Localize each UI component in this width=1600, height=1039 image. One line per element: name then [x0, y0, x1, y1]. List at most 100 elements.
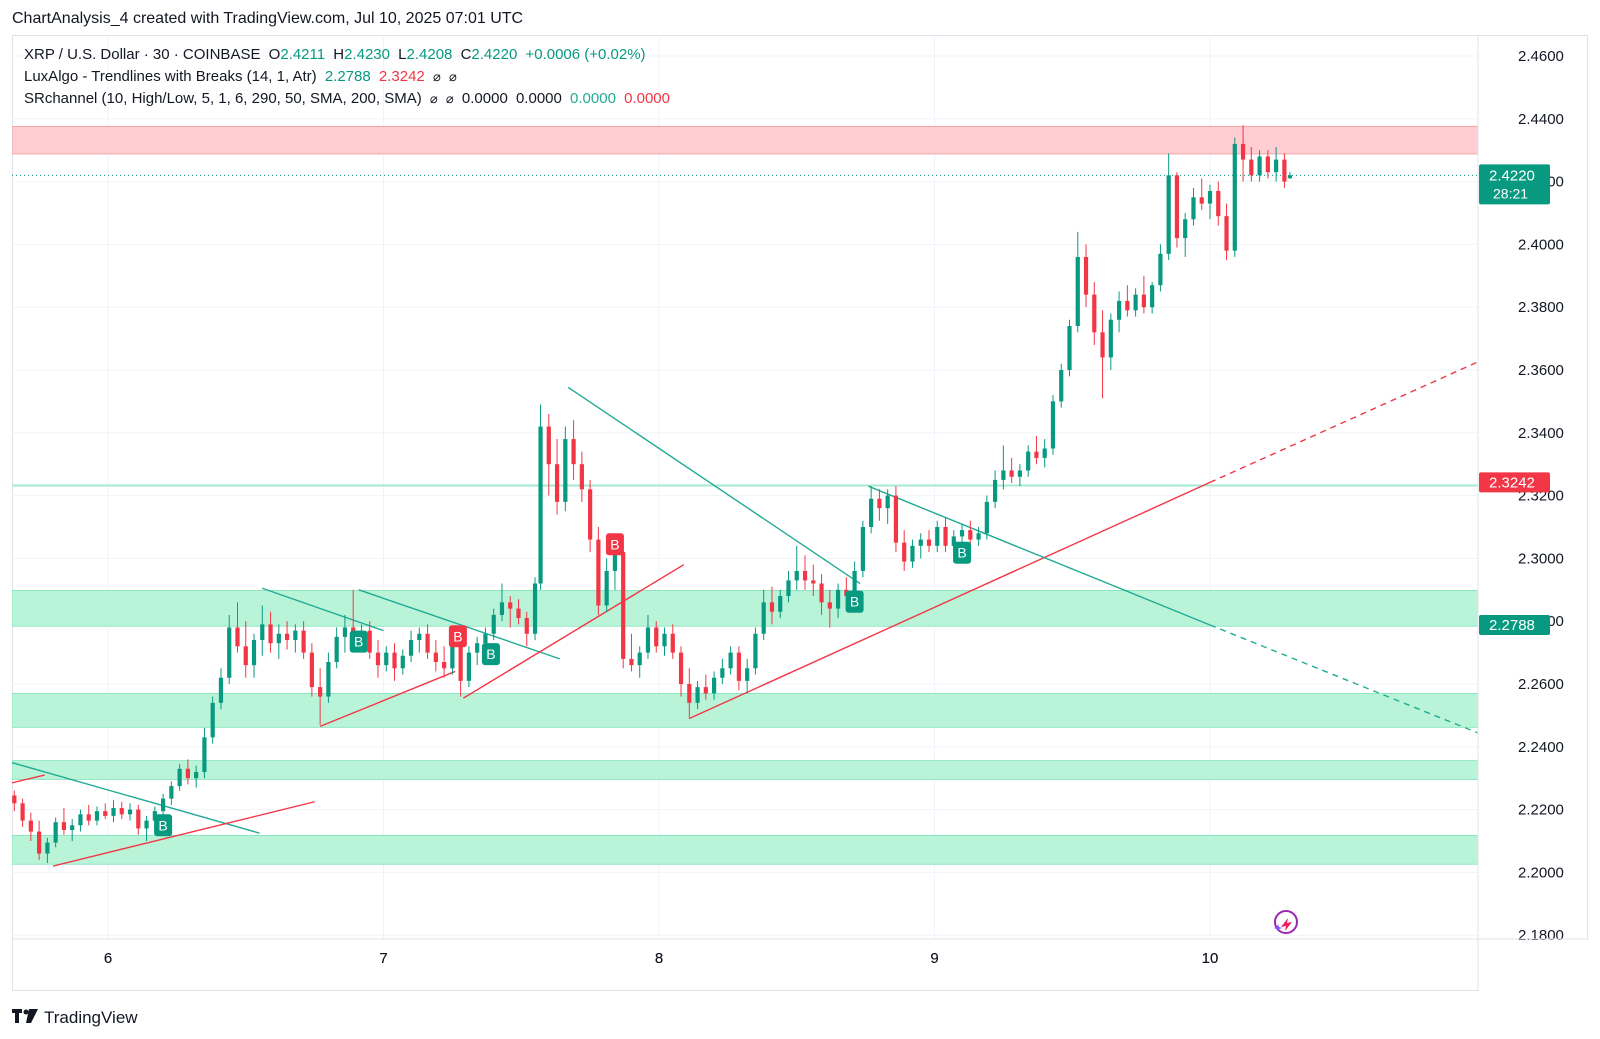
x-tick-label: 10: [1202, 950, 1219, 967]
candle-body: [127, 809, 133, 815]
candle-body: [951, 536, 956, 546]
candle: [78, 809, 83, 832]
candle-body: [268, 624, 273, 644]
hidden-icon[interactable]: ⌀: [432, 69, 441, 84]
candle: [251, 633, 257, 678]
candle: [1100, 310, 1105, 399]
candle: [334, 627, 339, 669]
x-tick-label: 6: [104, 950, 112, 967]
legend-srchannel[interactable]: SRchannel (10, High/Low, 5, 1, 6, 290, 5…: [24, 90, 674, 107]
candle-body: [1207, 191, 1213, 204]
candle-body: [384, 652, 389, 666]
ohlc-close: C2.4220: [460, 46, 518, 63]
candle-body: [70, 825, 75, 831]
candle-body: [563, 439, 568, 502]
candle: [926, 530, 932, 553]
candle-body: [761, 602, 766, 634]
candle: [458, 640, 463, 697]
candle-body: [111, 808, 116, 816]
candle-body: [450, 646, 455, 669]
candle-body: [728, 652, 733, 669]
candle: [309, 643, 314, 697]
candle: [769, 586, 775, 625]
candle-body: [1026, 451, 1031, 471]
candle-body: [483, 633, 488, 644]
candle: [218, 668, 224, 710]
candle-body: [794, 570, 799, 581]
candle: [1083, 244, 1089, 308]
candle-body: [491, 614, 496, 634]
candle: [935, 520, 940, 553]
candle-body: [546, 426, 551, 465]
trendline-green: [12, 761, 260, 834]
candle-body: [375, 652, 381, 666]
candle: [910, 539, 915, 568]
hidden-icon[interactable]: ⌀: [448, 69, 457, 84]
y-tick-label: 2.4000: [1518, 236, 1564, 253]
candle-body: [210, 702, 215, 738]
x-tick-label: 8: [655, 950, 663, 967]
tradingview-logo[interactable]: TradingView: [12, 1008, 138, 1028]
buy-signal: B: [953, 541, 972, 564]
candle-body: [251, 640, 257, 666]
candle: [400, 649, 405, 675]
buy-signal-box: [349, 630, 368, 653]
candle: [243, 621, 248, 678]
candle-body: [703, 687, 708, 694]
candle: [185, 759, 190, 785]
candle: [227, 614, 232, 684]
trendlines: [12, 361, 1478, 867]
candle: [993, 470, 998, 509]
candles: [12, 125, 1292, 863]
hidden-icon[interactable]: ⌀: [445, 91, 454, 106]
candle-body: [218, 677, 224, 703]
ohlc-low: L2.4208: [398, 46, 453, 63]
candle-body: [910, 545, 915, 562]
candle: [860, 520, 865, 578]
candle: [720, 658, 725, 684]
candle-body: [53, 822, 58, 843]
candle-body: [94, 811, 100, 821]
candle-body: [334, 636, 339, 663]
candle-body: [1265, 156, 1270, 173]
candle: [728, 646, 733, 675]
candle: [678, 646, 684, 697]
candle: [276, 624, 281, 659]
y-tick-label: 2.1800: [1518, 927, 1564, 944]
candle-body: [1232, 143, 1237, 251]
candle-body: [769, 602, 775, 612]
candle-body: [654, 627, 659, 647]
hidden-icon[interactable]: ⌀: [429, 91, 438, 106]
candle: [712, 671, 717, 700]
candle: [1224, 203, 1229, 261]
legend-luxalgo[interactable]: LuxAlgo - Trendlines with Breaks (14, 1,…: [24, 68, 461, 85]
buy-signal-box: [154, 814, 173, 837]
candle-body: [1108, 319, 1113, 358]
candle-body: [1100, 332, 1105, 358]
price-change: +0.0006 (+0.02%): [525, 46, 646, 63]
candle: [144, 815, 149, 841]
candle: [1216, 181, 1221, 226]
candle-body: [442, 662, 447, 669]
candle-body: [1174, 175, 1180, 239]
candle-body: [1274, 159, 1279, 173]
trendline-red: [463, 564, 685, 699]
candle: [466, 646, 472, 688]
candle: [70, 819, 75, 841]
legend-symbol-line: XRP / U.S. Dollar · 30 · COINBASE O2.421…: [24, 46, 650, 63]
candle-body: [1191, 197, 1196, 220]
candle: [516, 599, 521, 625]
candle: [161, 793, 166, 816]
chart-frame: [12, 35, 1588, 991]
candle: [695, 680, 700, 710]
candle-body: [417, 633, 422, 641]
candle-body: [524, 618, 529, 634]
candle-body: [1224, 216, 1229, 251]
candle: [499, 583, 505, 622]
candle-body: [976, 533, 981, 540]
trendline-red-projection: [1209, 361, 1478, 484]
candle: [563, 426, 568, 512]
candle: [869, 486, 874, 534]
candle: [1240, 125, 1246, 182]
